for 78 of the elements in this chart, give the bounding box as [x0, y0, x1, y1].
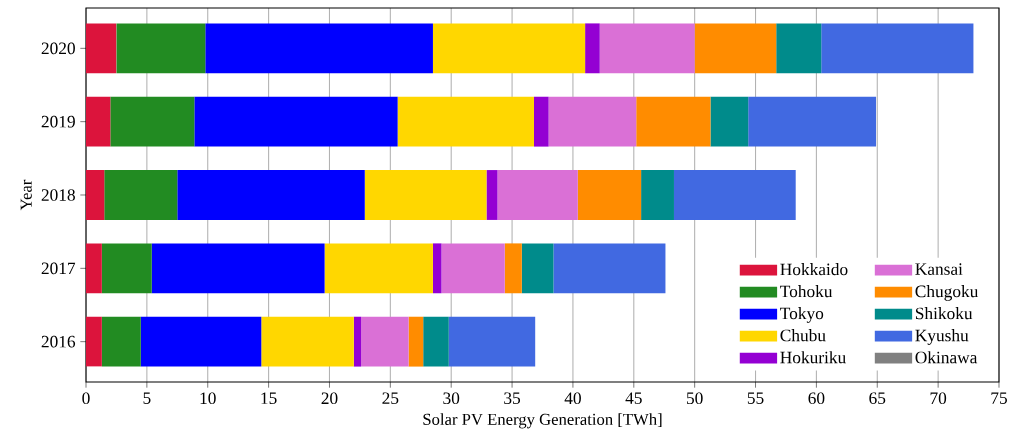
- x-tick-label: 60: [808, 392, 825, 405]
- bar: [441, 243, 505, 294]
- legend-label: Chubu: [780, 329, 826, 342]
- x-tick-label: 75: [991, 392, 1007, 404]
- x-tick-label: 25: [382, 392, 399, 405]
- bar: [86, 96, 111, 147]
- bar: [361, 316, 409, 367]
- legend-label: Kyushu: [915, 329, 969, 345]
- bar: [205, 23, 433, 74]
- bar: [533, 96, 549, 147]
- y-tick-label: 2017: [41, 262, 76, 275]
- bar: [151, 243, 325, 294]
- bar: [86, 170, 105, 220]
- legend-label: Shikoku: [915, 307, 973, 320]
- x-tick-label: 70: [930, 392, 947, 405]
- x-axis-title: Solar PV Energy Generation [TWh]: [423, 413, 662, 429]
- bar: [585, 23, 600, 74]
- bar: [641, 170, 674, 220]
- bar: [177, 170, 365, 220]
- legend-label: Kansai: [915, 263, 963, 275]
- bar: [140, 316, 262, 367]
- y-tick-label: 2020: [41, 42, 75, 55]
- bar: [599, 23, 695, 74]
- bar: [364, 170, 487, 220]
- legend-label: Tohoku: [780, 285, 833, 298]
- x-tick-label: 45: [625, 392, 642, 404]
- bar: [673, 170, 796, 220]
- legend-label: Hokkaido: [780, 263, 848, 276]
- bar: [261, 316, 354, 367]
- bar: [324, 243, 433, 294]
- bar: [101, 243, 152, 294]
- x-tick-label: 50: [687, 392, 703, 405]
- bar: [748, 96, 877, 147]
- legend-label: Okinawa: [915, 351, 978, 364]
- bar: [497, 170, 578, 220]
- bar: [104, 170, 178, 220]
- x-tick-label: 15: [261, 392, 277, 404]
- bar: [110, 96, 195, 147]
- legend-label: Hokuriku: [780, 351, 846, 364]
- bar: [521, 243, 554, 294]
- x-tick-label: 40: [564, 392, 581, 405]
- bar: [636, 96, 711, 147]
- bar: [553, 243, 666, 294]
- bar: [432, 243, 442, 294]
- bar: [821, 23, 974, 74]
- bar: [116, 23, 206, 74]
- bar: [577, 170, 642, 220]
- y-axis-title: Year: [20, 179, 32, 211]
- y-tick-label: 2018: [41, 189, 75, 201]
- bar: [486, 170, 498, 220]
- bar: [101, 316, 141, 367]
- legend-label: Tokyo: [780, 307, 824, 323]
- bar: [710, 96, 749, 147]
- bar: [432, 23, 586, 74]
- bar: [548, 96, 637, 147]
- bar: [448, 316, 536, 367]
- x-tick-label: 65: [869, 392, 886, 405]
- bar: [86, 23, 117, 74]
- bar: [408, 316, 424, 367]
- y-tick-label: 2016: [41, 335, 76, 348]
- bar: [194, 96, 398, 147]
- x-tick-label: 30: [443, 392, 460, 405]
- bar: [423, 316, 449, 367]
- x-tick-label: 20: [321, 392, 338, 405]
- y-tick-label: 2019: [41, 115, 75, 128]
- x-tick-label: 0: [82, 392, 90, 405]
- x-tick-label: 5: [143, 392, 151, 404]
- bar: [504, 243, 522, 294]
- x-tick-label: 10: [200, 392, 216, 405]
- bar: [776, 23, 822, 74]
- bar: [397, 96, 534, 147]
- legend-label: Chugoku: [915, 285, 979, 301]
- bar: [694, 23, 777, 74]
- x-tick-label: 35: [504, 392, 521, 405]
- bar: [86, 243, 102, 294]
- bar: [353, 316, 362, 367]
- x-tick-label: 55: [747, 392, 764, 404]
- bar: [86, 316, 102, 367]
